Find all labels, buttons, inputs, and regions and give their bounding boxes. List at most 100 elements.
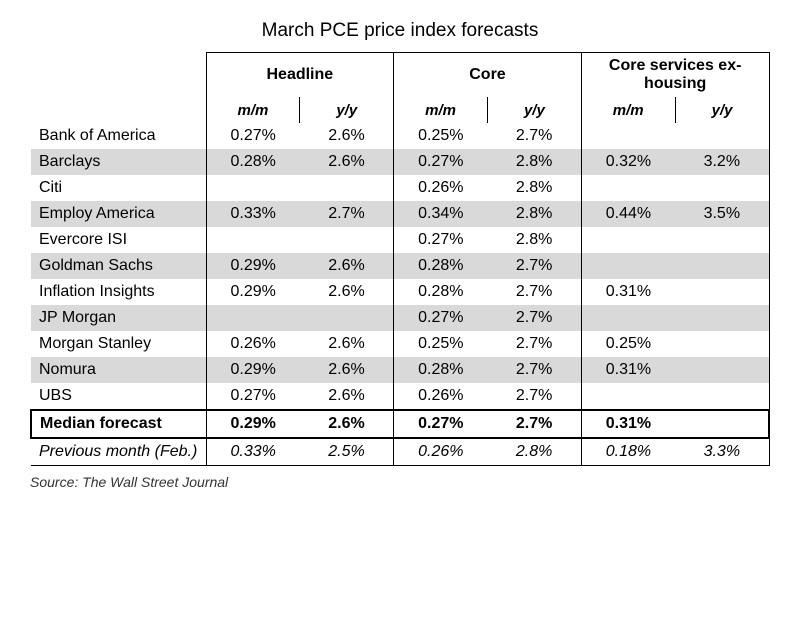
cell [206, 305, 300, 331]
cell: 2.7% [487, 305, 581, 331]
firm-name: Barclays [31, 149, 206, 175]
table-row: UBS0.27%2.6%0.26%2.7% [31, 383, 769, 410]
firm-name: Bank of America [31, 123, 206, 149]
table-row: Morgan Stanley0.26%2.6%0.25%2.7%0.25% [31, 331, 769, 357]
table-row: Inflation Insights0.29%2.6%0.28%2.7%0.31… [31, 279, 769, 305]
source-note: Source: The Wall Street Journal [30, 474, 770, 490]
table-row: Goldman Sachs0.29%2.6%0.28%2.7% [31, 253, 769, 279]
cell [300, 175, 394, 201]
cell: 3.5% [675, 201, 769, 227]
cell: 2.6% [300, 357, 394, 383]
cell: 0.28% [394, 357, 488, 383]
firm-name: Employ America [31, 201, 206, 227]
cell: 2.8% [487, 149, 581, 175]
cell [300, 227, 394, 253]
cell: 0.27% [394, 305, 488, 331]
cell: 3.2% [675, 149, 769, 175]
firm-name: Morgan Stanley [31, 331, 206, 357]
cell [581, 227, 675, 253]
cell: 0.26% [394, 383, 488, 410]
cell: 0.26% [394, 175, 488, 201]
sub-svcs-yy: y/y [675, 97, 769, 123]
cell: 0.26% [206, 331, 300, 357]
cell: 2.7% [487, 383, 581, 410]
cell: 0.29% [206, 357, 300, 383]
header-blank [31, 53, 206, 98]
cell [581, 383, 675, 410]
table-row: Barclays0.28%2.6%0.27%2.8%0.32%3.2% [31, 149, 769, 175]
cell: 2.8% [487, 227, 581, 253]
page-title: March PCE price index forecasts [30, 20, 770, 42]
firm-name: JP Morgan [31, 305, 206, 331]
cell: 0.34% [394, 201, 488, 227]
cell [581, 305, 675, 331]
cell [581, 175, 675, 201]
cell [300, 305, 394, 331]
cell: 2.5% [300, 438, 394, 466]
header-blank [31, 97, 206, 123]
cell: 0.29% [206, 253, 300, 279]
cell: 0.27% [206, 123, 300, 149]
table-row: Nomura0.29%2.6%0.28%2.7%0.31% [31, 357, 769, 383]
table-row: Previous month (Feb.)0.33%2.5%0.26%2.8%0… [31, 438, 769, 466]
section-core: Core [394, 53, 582, 98]
header-row-sections: Headline Core Core services ex-housing [31, 53, 769, 98]
cell: 3.3% [675, 438, 769, 466]
median-label: Median forecast [31, 410, 206, 438]
cell: 0.32% [581, 149, 675, 175]
cell: 2.8% [487, 438, 581, 466]
cell: 0.28% [394, 279, 488, 305]
cell [675, 410, 769, 438]
cell: 0.27% [206, 383, 300, 410]
cell: 0.25% [394, 331, 488, 357]
cell: 2.6% [300, 383, 394, 410]
cell [675, 253, 769, 279]
cell [675, 357, 769, 383]
cell: 2.7% [487, 123, 581, 149]
cell: 0.27% [394, 410, 488, 438]
cell [675, 175, 769, 201]
cell [675, 227, 769, 253]
forecast-table: Headline Core Core services ex-housing m… [30, 52, 770, 466]
cell: 0.44% [581, 201, 675, 227]
cell: 2.6% [300, 410, 394, 438]
cell: 0.27% [394, 227, 488, 253]
cell: 0.31% [581, 410, 675, 438]
cell: 2.6% [300, 331, 394, 357]
firm-name: Goldman Sachs [31, 253, 206, 279]
cell: 0.25% [394, 123, 488, 149]
cell [675, 123, 769, 149]
cell: 2.7% [487, 279, 581, 305]
cell: 0.31% [581, 279, 675, 305]
cell: 2.8% [487, 175, 581, 201]
cell: 0.33% [206, 438, 300, 466]
cell: 0.31% [581, 357, 675, 383]
header-row-sub: m/m y/y m/m y/y m/m y/y [31, 97, 769, 123]
cell: 0.28% [206, 149, 300, 175]
cell [206, 175, 300, 201]
cell: 0.18% [581, 438, 675, 466]
table-row: Bank of America0.27%2.6%0.25%2.7% [31, 123, 769, 149]
cell [675, 305, 769, 331]
cell: 2.6% [300, 123, 394, 149]
cell: 0.29% [206, 279, 300, 305]
section-core-services: Core services ex-housing [581, 53, 769, 98]
firm-name: Inflation Insights [31, 279, 206, 305]
cell: 2.6% [300, 253, 394, 279]
cell: 2.7% [487, 410, 581, 438]
sub-svcs-mm: m/m [581, 97, 675, 123]
sub-headline-mm: m/m [206, 97, 300, 123]
cell: 2.7% [487, 357, 581, 383]
sub-core-yy: y/y [487, 97, 581, 123]
firm-name: Nomura [31, 357, 206, 383]
cell: 0.28% [394, 253, 488, 279]
cell: 2.7% [300, 201, 394, 227]
sub-core-mm: m/m [394, 97, 488, 123]
cell [675, 331, 769, 357]
sub-headline-yy: y/y [300, 97, 394, 123]
cell: 2.6% [300, 149, 394, 175]
cell [581, 253, 675, 279]
cell: 2.6% [300, 279, 394, 305]
firm-name: Evercore ISI [31, 227, 206, 253]
cell [206, 227, 300, 253]
